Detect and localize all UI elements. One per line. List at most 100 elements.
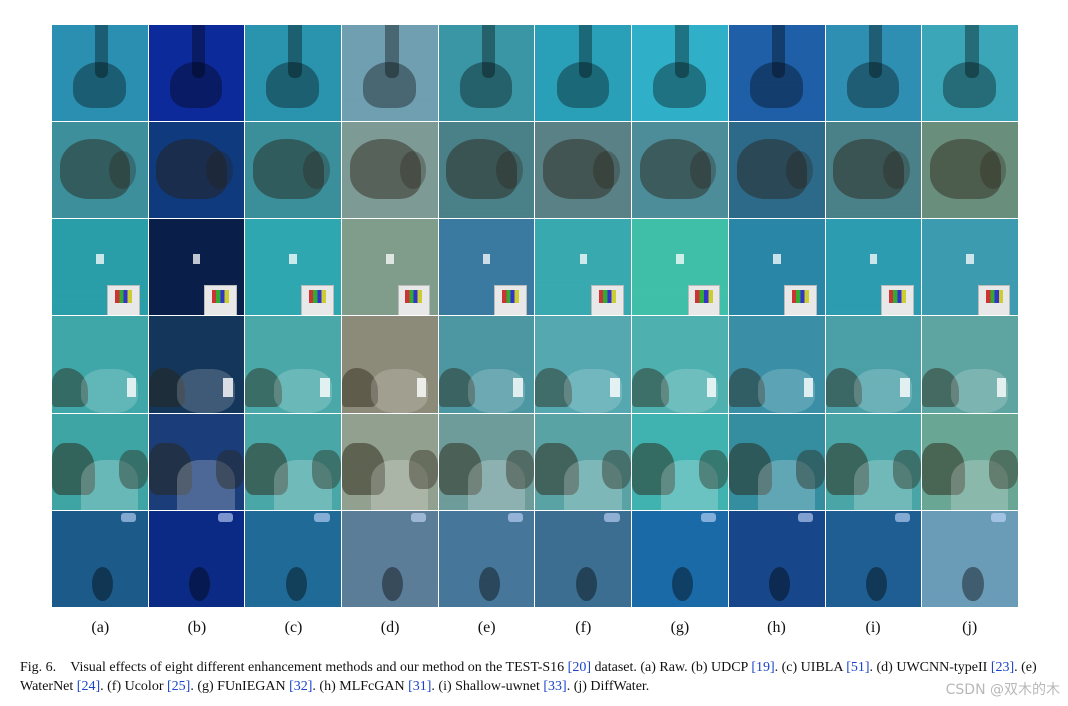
result-image — [52, 510, 148, 607]
caption-segment: . (d) UWCNN-typeII — [869, 660, 991, 675]
result-image — [728, 25, 825, 122]
scene-shape — [966, 253, 974, 264]
scene-shape — [80, 459, 139, 510]
citation-link[interactable]: [23] — [990, 660, 1015, 675]
scene-shape — [245, 442, 289, 496]
result-image — [922, 219, 1018, 316]
scene-shape — [118, 450, 148, 489]
citation-link[interactable]: [24] — [76, 679, 101, 694]
scene-shape — [575, 566, 597, 602]
scene-shape — [602, 450, 632, 489]
result-image — [342, 510, 438, 607]
scene-shape — [728, 442, 772, 496]
result-image — [245, 510, 342, 607]
scene-shape — [706, 378, 717, 398]
scene-shape — [320, 378, 330, 398]
result-image — [535, 316, 632, 413]
scene-shape — [833, 139, 905, 200]
caption-segment: . (j) DiffWater. — [566, 679, 650, 694]
scene-shape — [564, 459, 622, 510]
column-label: (f) — [575, 619, 592, 636]
scene-shape — [274, 459, 332, 510]
scene-shape — [192, 253, 201, 264]
result-image — [438, 413, 535, 510]
citation-link[interactable]: [33] — [543, 679, 567, 694]
result-image — [148, 219, 245, 316]
caption-segment: . (f) Ucolor — [100, 679, 167, 694]
scene-shape — [825, 368, 862, 407]
scene-shape — [107, 284, 141, 316]
result-image — [632, 316, 728, 413]
result-image — [728, 122, 825, 219]
scene-shape — [943, 61, 996, 108]
result-image — [52, 122, 148, 219]
caption-segment: . (h) MLFcGAN — [312, 679, 409, 694]
scene-shape — [478, 566, 501, 602]
column-label: (b) — [187, 619, 207, 636]
scene-shape — [784, 284, 818, 316]
citation-link[interactable]: [19] — [751, 660, 775, 675]
column-label: (h) — [767, 619, 786, 636]
scene-shape — [73, 61, 126, 108]
result-image — [825, 510, 922, 607]
scene-shape — [397, 284, 431, 316]
citation-link[interactable]: [51] — [846, 660, 870, 675]
citation-link[interactable]: [31] — [408, 679, 432, 694]
citation-link[interactable]: [25] — [167, 679, 191, 694]
scene-shape — [929, 139, 1001, 200]
scene-shape — [342, 368, 379, 407]
scene-shape — [660, 459, 719, 510]
caption-text: Visual effects of eight different enhanc… — [20, 660, 1037, 694]
result-image — [825, 316, 922, 413]
scene-shape — [675, 25, 689, 78]
scene-shape — [253, 139, 324, 200]
scene-shape — [148, 442, 192, 496]
scene-shape — [363, 61, 416, 108]
scene-shape — [846, 61, 900, 108]
scene-shape — [217, 512, 233, 523]
column-label: (e) — [477, 619, 496, 636]
column-label: (i) — [865, 619, 881, 636]
scene-shape — [188, 566, 210, 602]
scene-shape — [979, 151, 1007, 190]
result-image — [438, 316, 535, 413]
scene-shape — [535, 368, 572, 407]
scene-shape — [302, 151, 330, 190]
scene-shape — [411, 512, 427, 523]
scene-shape — [749, 61, 803, 108]
scene-shape — [592, 151, 620, 190]
scene-shape — [206, 151, 233, 190]
column-label: (d) — [380, 619, 400, 636]
caption-segment: . (g) FUnIEGAN — [190, 679, 290, 694]
result-image — [922, 413, 1018, 510]
scene-shape — [894, 512, 910, 523]
scene-shape — [922, 442, 966, 496]
scene-shape — [156, 139, 228, 200]
result-image — [342, 122, 438, 219]
scene-shape — [689, 151, 717, 190]
result-image — [632, 25, 728, 122]
result-image — [52, 219, 148, 316]
scene-shape — [314, 512, 330, 523]
result-image — [728, 219, 825, 316]
scene-shape — [881, 284, 914, 316]
scene-shape — [962, 566, 984, 602]
scene-shape — [223, 378, 233, 398]
scene-shape — [438, 368, 476, 407]
column-label: (g) — [670, 619, 690, 636]
scene-shape — [191, 25, 206, 78]
scene-shape — [59, 139, 131, 200]
result-image — [52, 413, 148, 510]
scene-shape — [96, 253, 104, 264]
scene-shape — [446, 139, 518, 200]
scene-shape — [507, 512, 523, 523]
result-image — [148, 510, 245, 607]
citation-link[interactable]: [20] — [567, 660, 591, 675]
scene-shape — [399, 151, 427, 190]
result-image — [632, 413, 728, 510]
scene-shape — [786, 151, 814, 190]
scene-shape — [494, 284, 527, 316]
scene-shape — [803, 378, 814, 398]
citation-link[interactable]: [32] — [289, 679, 313, 694]
caption-segment: Visual effects of eight different enhanc… — [70, 660, 568, 675]
